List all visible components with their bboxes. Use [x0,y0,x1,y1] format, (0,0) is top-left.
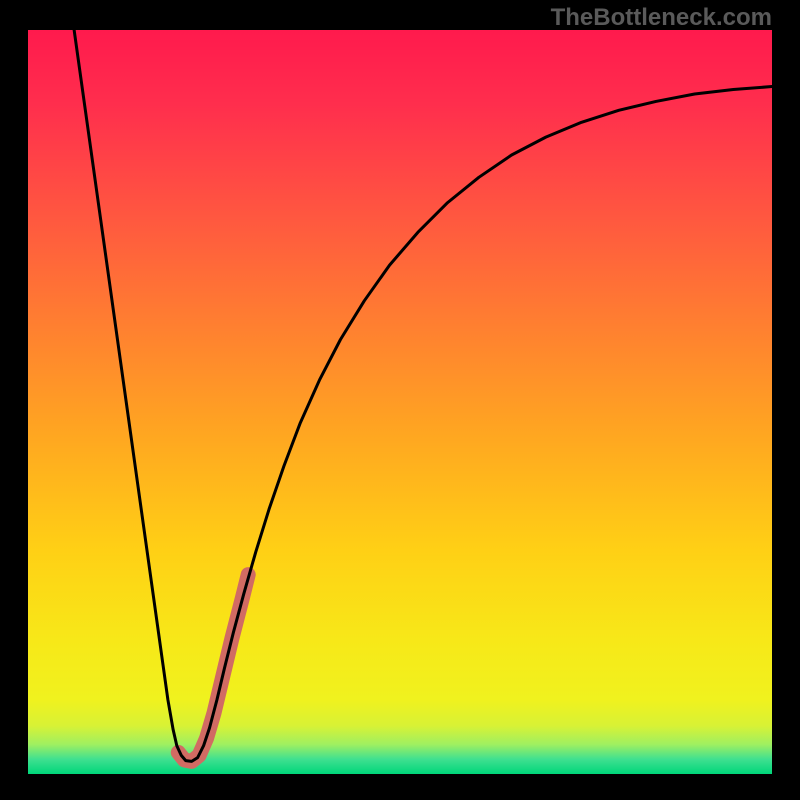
watermark-text: TheBottleneck.com [551,4,772,32]
plot-area [28,30,772,774]
bottleneck-curve [74,30,772,761]
chart-container: TheBottleneck.com [0,0,800,800]
highlight-segment [178,575,248,762]
curves-svg [28,30,772,774]
